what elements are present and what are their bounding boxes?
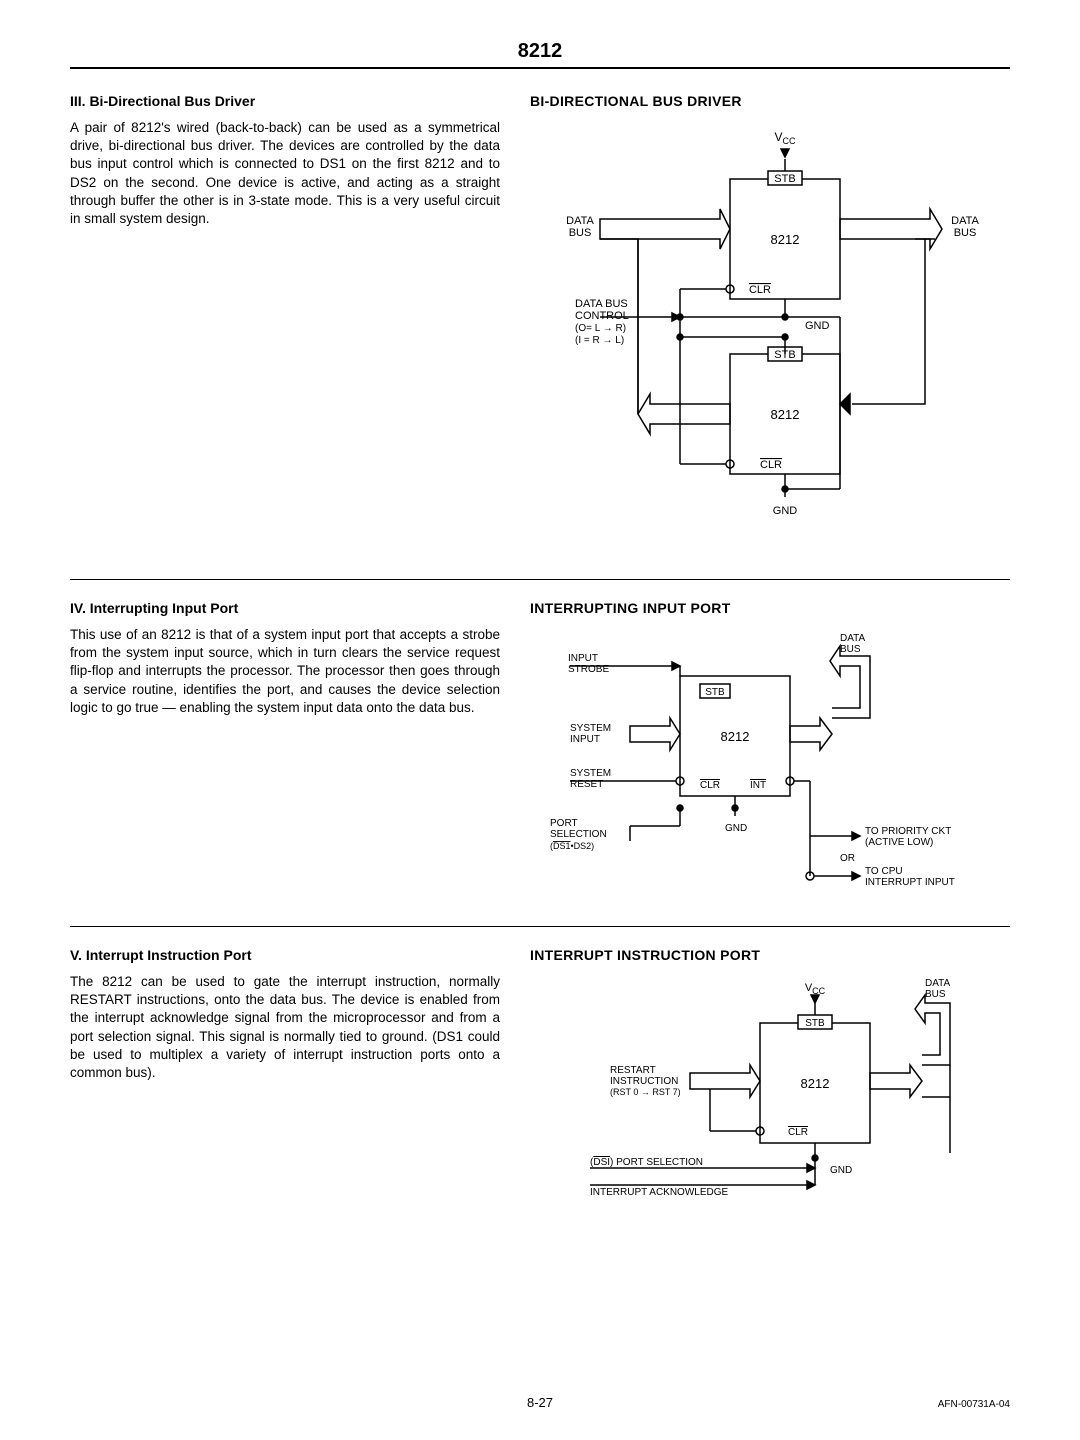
svg-text:(RST 0 → RST 7): (RST 0 → RST 7) [610,1087,681,1097]
svg-text:DATA BUS: DATA BUS [575,298,628,310]
svg-text:DATA: DATA [840,633,866,644]
fig-title-s3: INTERRUPT INSTRUCTION PORT [530,947,1010,963]
svg-text:GND: GND [805,320,830,332]
heading-s3: V. Interrupt Instruction Port [70,947,500,963]
svg-text:DATA: DATA [925,978,951,989]
svg-text:8212: 8212 [771,232,800,247]
divider-1 [70,579,1010,580]
svg-text:SELECTION: SELECTION [550,829,607,840]
heading-s1: III. Bi-Directional Bus Driver [70,93,500,109]
svg-text:(I = R → L): (I = R → L) [575,335,624,346]
doc-ref: AFN-00731A-04 [938,1399,1010,1410]
svg-text:BUS: BUS [954,227,977,239]
svg-text:RESET: RESET [570,779,603,790]
svg-text:STB: STB [705,687,725,698]
svg-text:GND: GND [725,823,747,834]
body-s3: The 8212 can be used to gate the interru… [70,973,500,1082]
svg-text:(ACTIVE LOW): (ACTIVE LOW) [865,837,933,848]
page-number: 8-27 [0,1395,1080,1410]
svg-text:OR: OR [840,853,855,864]
diagram-instruction-port: 8212 VCC STB RESTART INSTRUCTION (RST 0 … [530,973,990,1203]
body-s1: A pair of 8212's wired (back-to-back) ca… [70,119,500,228]
svg-text:INTERRUPT INPUT: INTERRUPT INPUT [865,877,955,888]
svg-text:VCC: VCC [805,982,826,996]
svg-text:BUS: BUS [569,227,592,239]
diagram-interrupting: 8212 STB INPUT STROBE SYSTEM INPUT DATA … [530,626,990,906]
svg-text:DATA: DATA [566,215,594,227]
svg-text:(DS1•DS2): (DS1•DS2) [550,841,594,851]
svg-text:SYSTEM: SYSTEM [570,768,611,779]
svg-text:GND: GND [830,1165,852,1176]
diagram-bidirectional: 8212 STB VCC CLR GND 8212 [530,119,990,559]
svg-text:SYSTEM: SYSTEM [570,723,611,734]
svg-text:BUS: BUS [840,644,861,655]
section-bidirectional: III. Bi-Directional Bus Driver A pair of… [70,93,1010,559]
svg-text:DATA: DATA [951,215,979,227]
svg-text:(O= L → R): (O= L → R) [575,323,626,334]
divider-2 [70,926,1010,927]
top-rule [70,67,1010,69]
svg-text:INPUT: INPUT [568,653,598,664]
svg-text:CONTROL: CONTROL [575,310,629,322]
svg-text:CLR: CLR [749,284,771,296]
svg-text:8212: 8212 [801,1076,830,1091]
svg-text:INTERRUPT ACKNOWLEDGE: INTERRUPT ACKNOWLEDGE [590,1187,728,1198]
svg-text:INSTRUCTION: INSTRUCTION [610,1076,678,1087]
fig-title-s2: INTERRUPTING INPUT PORT [530,600,1010,616]
page-title: 8212 [70,40,1010,63]
svg-text:CLR: CLR [760,459,782,471]
svg-text:PORT: PORT [550,818,578,829]
svg-text:CLR: CLR [700,780,720,791]
body-s2: This use of an 8212 is that of a system … [70,626,500,717]
svg-text:TO PRIORITY CKT: TO PRIORITY CKT [865,826,951,837]
svg-text:VCC: VCC [774,130,796,146]
section-interrupting: IV. Interrupting Input Port This use of … [70,600,1010,906]
svg-text:(DSI) PORT SELECTION: (DSI) PORT SELECTION [590,1157,703,1168]
svg-text:TO CPU: TO CPU [865,866,903,877]
section-instruction-port: V. Interrupt Instruction Port The 8212 c… [70,947,1010,1203]
svg-text:STB: STB [774,173,795,185]
svg-text:BUS: BUS [925,989,946,1000]
svg-text:8212: 8212 [771,407,800,422]
svg-text:RESTART: RESTART [610,1065,656,1076]
svg-text:INT: INT [750,780,766,791]
svg-text:STROBE: STROBE [568,664,609,675]
svg-text:GND: GND [773,505,798,517]
heading-s2: IV. Interrupting Input Port [70,600,500,616]
svg-text:INPUT: INPUT [570,734,600,745]
fig-title-s1: BI-DIRECTIONAL BUS DRIVER [530,93,1010,109]
svg-text:STB: STB [805,1018,825,1029]
svg-text:CLR: CLR [788,1127,808,1138]
svg-text:8212: 8212 [721,729,750,744]
